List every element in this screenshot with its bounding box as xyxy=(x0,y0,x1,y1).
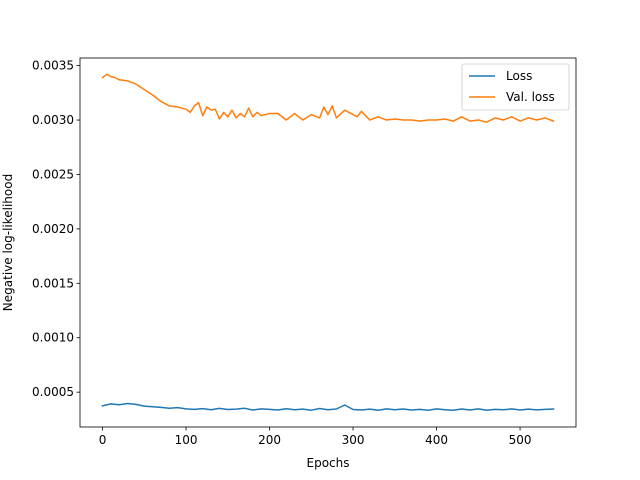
y-tick-label: 0.0020 xyxy=(32,222,74,236)
x-axis-label: Epochs xyxy=(307,456,350,470)
legend-label: Val. loss xyxy=(506,90,555,104)
x-tick-label: 500 xyxy=(509,433,532,447)
plot-frame xyxy=(79,57,577,428)
x-tick-label: 400 xyxy=(425,433,448,447)
y-tick-label: 0.0030 xyxy=(32,113,74,127)
y-tick-label: 0.0010 xyxy=(32,331,74,345)
series-line-val-loss xyxy=(101,73,555,123)
y-axis: 0.0005 0.0010 0.0015 0.0020 0.0025 0.0030 0.00… xyxy=(32,59,80,399)
x-tick-label: 0 xyxy=(99,433,107,447)
series-layer xyxy=(101,73,555,412)
series-line-loss xyxy=(101,402,555,412)
x-tick-label: 200 xyxy=(258,433,281,447)
x-axis: 0 100 200 300 400 500 xyxy=(99,427,532,447)
y-axis-label: Negative log-likelihood xyxy=(1,174,15,311)
y-tick-label: 0.0005 xyxy=(32,385,74,399)
legend-label: Loss xyxy=(506,69,532,83)
y-tick-label: 0.0015 xyxy=(32,276,74,290)
x-tick-label: 100 xyxy=(175,433,198,447)
x-tick-label: 300 xyxy=(342,433,365,447)
y-tick-label: 0.0035 xyxy=(32,59,74,73)
y-tick-label: 0.0025 xyxy=(32,167,74,181)
legend: Loss Val. loss xyxy=(461,63,570,111)
